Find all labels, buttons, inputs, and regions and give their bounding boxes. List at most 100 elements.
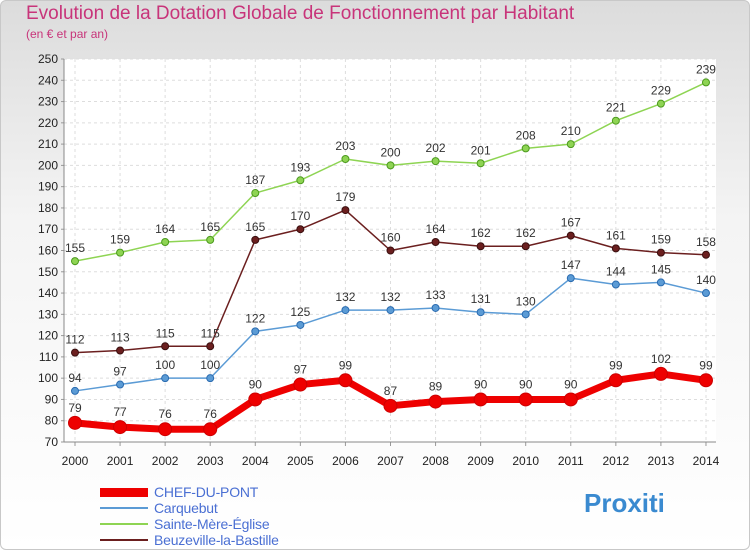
- legend-label: Beuzeville-la-Bastille: [154, 532, 279, 548]
- data-point: [566, 274, 575, 283]
- data-point: [566, 231, 575, 240]
- data-label: 99: [699, 358, 713, 372]
- data-label: 165: [200, 220, 220, 234]
- data-point: [386, 306, 395, 315]
- data-label: 113: [110, 331, 129, 345]
- proxiti-logo: Proxiti: [584, 488, 665, 518]
- data-label: 112: [65, 333, 84, 347]
- data-label: 221: [606, 101, 626, 115]
- data-label: 76: [158, 407, 172, 421]
- data-label: 164: [426, 222, 446, 236]
- data-point: [653, 366, 668, 381]
- x-tick-label: 2009: [467, 454, 494, 468]
- data-point: [611, 280, 620, 289]
- x-tick-label: 2005: [287, 454, 314, 468]
- data-point: [338, 373, 353, 388]
- data-label: 76: [204, 407, 218, 421]
- y-tick-label: 140: [38, 286, 58, 300]
- data-point: [116, 380, 125, 389]
- data-label: 200: [380, 145, 400, 159]
- data-label: 102: [651, 352, 671, 366]
- data-label: 125: [290, 305, 310, 319]
- data-point: [341, 306, 350, 315]
- legend: CHEF-DU-PONT Carquebut Sainte-Mère-Église B…: [100, 484, 279, 548]
- y-tick-label: 240: [38, 73, 58, 87]
- y-tick-label: 100: [38, 371, 58, 385]
- data-label: 187: [245, 173, 265, 187]
- data-point: [611, 116, 620, 125]
- data-point: [296, 225, 305, 234]
- data-point: [71, 257, 79, 266]
- x-tick-label: 2008: [422, 454, 449, 468]
- data-point: [206, 235, 215, 244]
- data-point: [161, 342, 170, 351]
- legend-swatch: [100, 487, 148, 497]
- data-point: [656, 248, 665, 257]
- y-tick-label: 160: [38, 244, 58, 258]
- data-label: 131: [471, 292, 491, 306]
- data-point: [248, 392, 263, 407]
- data-label: 145: [651, 262, 671, 276]
- x-tick-label: 2003: [197, 454, 224, 468]
- data-point: [161, 237, 170, 246]
- data-point: [293, 377, 308, 392]
- y-tick-label: 220: [38, 116, 58, 130]
- data-point: [476, 242, 485, 251]
- data-point: [203, 422, 218, 437]
- data-label: 99: [609, 358, 623, 372]
- data-point: [296, 320, 305, 329]
- chart-title: Evolution de la Dotation Globale de Fonc…: [26, 3, 575, 24]
- data-point: [68, 415, 82, 430]
- x-tick-label: 2014: [693, 454, 720, 468]
- data-label: 160: [380, 231, 400, 245]
- x-tick-label: 2012: [602, 454, 629, 468]
- legend-swatch: [100, 507, 148, 509]
- data-point: [701, 289, 710, 298]
- data-label: 167: [561, 216, 581, 230]
- data-point: [476, 308, 485, 317]
- data-label: 165: [245, 220, 265, 234]
- data-point: [431, 237, 440, 246]
- data-label: 100: [155, 358, 175, 372]
- data-point: [116, 346, 125, 355]
- data-label: 90: [249, 377, 263, 391]
- data-label: 79: [68, 401, 82, 415]
- data-label: 202: [426, 141, 446, 155]
- data-label: 239: [696, 62, 716, 76]
- x-tick-label: 2011: [558, 454, 584, 468]
- x-tick-label: 2004: [242, 454, 269, 468]
- data-label: 144: [606, 265, 626, 279]
- data-label: 133: [426, 288, 446, 302]
- data-point: [656, 99, 665, 108]
- x-tick-label: 2010: [512, 454, 539, 468]
- data-point: [251, 235, 260, 244]
- data-label: 90: [564, 377, 578, 391]
- data-label: 201: [471, 143, 491, 157]
- chart-subtitle: (en € et par an): [26, 27, 109, 41]
- y-tick-label: 90: [45, 392, 59, 406]
- data-point: [431, 303, 440, 312]
- data-label: 193: [290, 160, 310, 174]
- data-label: 210: [561, 124, 581, 138]
- data-point: [521, 144, 530, 153]
- data-point: [206, 374, 215, 383]
- data-point: [518, 392, 533, 407]
- legend-label: CHEF-DU-PONT: [154, 484, 259, 500]
- y-tick-label: 130: [38, 307, 58, 321]
- y-tick-label: 110: [39, 350, 58, 364]
- data-label: 203: [335, 139, 355, 153]
- data-point: [428, 394, 443, 409]
- x-tick-label: 2013: [648, 454, 675, 468]
- data-label: 87: [384, 384, 398, 398]
- data-label: 132: [380, 290, 400, 304]
- data-label: 90: [474, 377, 488, 391]
- data-label: 155: [65, 241, 85, 255]
- y-tick-label: 80: [45, 414, 59, 428]
- data-point: [161, 374, 170, 383]
- data-label: 122: [245, 311, 265, 325]
- x-tick-label: 2002: [152, 454, 179, 468]
- legend-swatch: [100, 523, 148, 525]
- data-point: [296, 176, 305, 185]
- data-point: [71, 386, 79, 395]
- data-label: 97: [294, 363, 308, 377]
